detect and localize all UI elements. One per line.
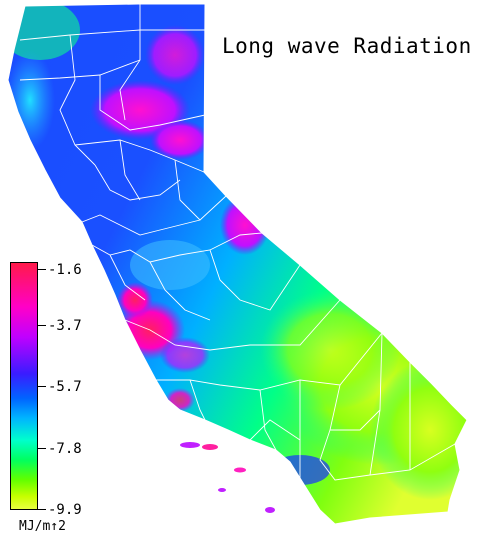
county-borders (19, 4, 456, 481)
legend-tick (38, 325, 46, 326)
legend-tick-label: -9.9 (48, 502, 82, 518)
legend-unit-label: MJ/m↑2 (19, 519, 66, 534)
legend-tick (38, 509, 46, 510)
legend-tick-label: -7.8 (48, 441, 82, 457)
legend-tick (38, 448, 46, 449)
state-outline (7, 3, 468, 525)
legend-tick (38, 386, 46, 387)
legend-tick-label: -1.6 (48, 262, 82, 278)
channel-islands (180, 442, 275, 513)
legend-tick (38, 269, 46, 270)
legend-color-bar (10, 262, 38, 510)
legend-tick-label: -5.7 (48, 379, 82, 395)
legend-tick-label: -3.7 (48, 318, 82, 334)
map-title: Long wave Radiation (222, 34, 472, 58)
